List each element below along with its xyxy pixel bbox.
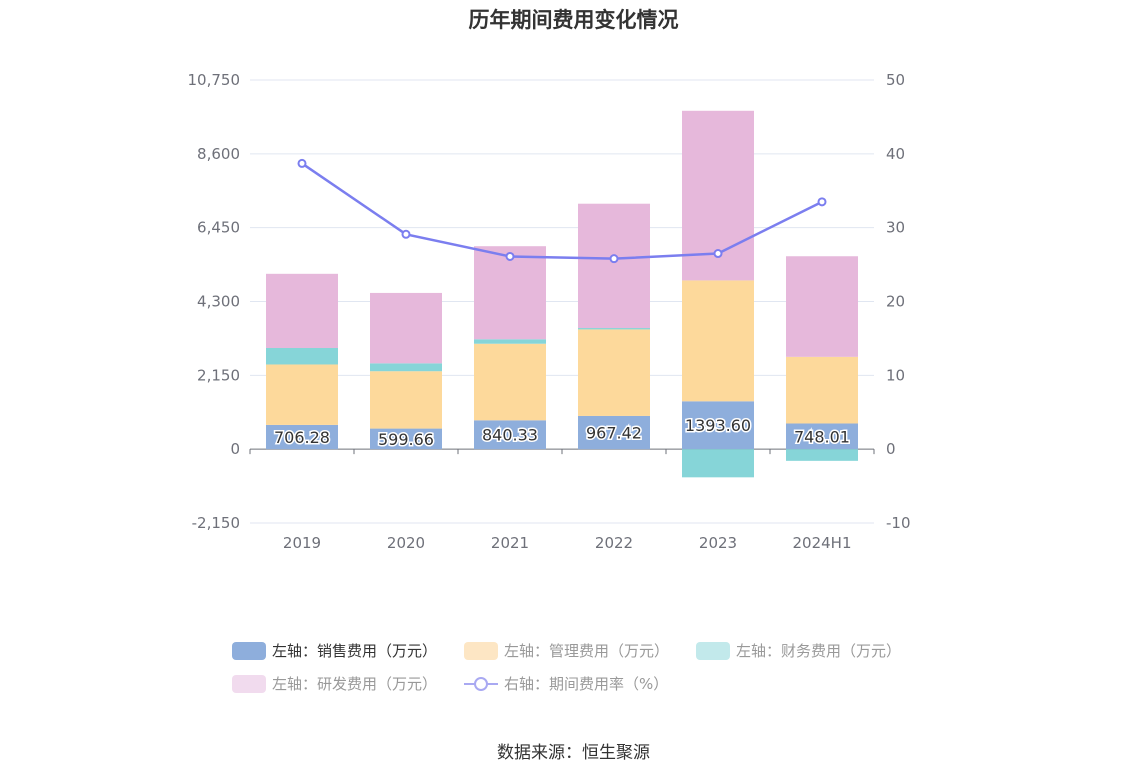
bar-segment — [370, 428, 442, 450]
sales-data-label: 1393.60 — [685, 416, 751, 435]
legend-label-expense-rate: 右轴：期间费用率（%） — [504, 675, 669, 693]
legend-label-sales: 左轴：销售费用（万元） — [272, 642, 438, 660]
bar-segment — [266, 347, 338, 365]
expense-rate-point — [401, 229, 411, 239]
legend-item-sales[interactable]: 左轴：销售费用（万元） — [232, 640, 437, 661]
x-axis-tick-label: 2019 — [283, 534, 321, 552]
right-axis-tick-label: 50 — [886, 71, 905, 89]
legend-label-finance: 左轴：财务费用（万元） — [736, 642, 902, 660]
legend-swatch-expense-rate — [464, 675, 498, 693]
x-axis-tick-label: 2021 — [491, 534, 529, 552]
x-axis-tick-label: 2023 — [699, 534, 737, 552]
sales-data-label: 748.01 — [794, 427, 850, 446]
x-axis-tick-label: 2024H1 — [793, 534, 852, 552]
data-source: 数据来源：恒生聚源 — [497, 743, 650, 763]
sales-data-label: 706.28 — [274, 428, 330, 447]
legend-item-rnd[interactable]: 左轴：研发费用（万元） — [232, 673, 437, 694]
bar-segment — [266, 273, 338, 348]
left-axis-tick-label: 4,300 — [197, 293, 240, 311]
bar-segment — [370, 292, 442, 364]
legend-item-expense-rate[interactable]: 右轴：期间费用率（%） — [464, 673, 668, 694]
left-axis-tick-label: -2,150 — [192, 514, 240, 532]
bar-segment — [786, 423, 858, 450]
bar-segment — [266, 364, 338, 425]
bar-segment — [474, 339, 546, 344]
bar-segment — [578, 203, 650, 329]
legend-item-finance[interactable]: 左轴：财务费用（万元） — [696, 640, 901, 661]
bar-segment — [786, 256, 858, 357]
bar-segment — [474, 343, 546, 421]
expense-rate-point — [505, 251, 515, 261]
bar-segment — [370, 371, 442, 429]
x-axis-tick-label: 2022 — [595, 534, 633, 552]
bar-segment — [682, 401, 754, 450]
expense-rate-point — [817, 197, 827, 207]
bar-segment — [578, 328, 650, 330]
expense-rate-point — [297, 158, 307, 168]
left-axis-tick-label: 6,450 — [197, 219, 240, 237]
right-axis-tick-label: 10 — [886, 366, 905, 384]
right-axis-tick-label: 0 — [886, 440, 896, 458]
legend-swatch-rnd — [232, 674, 266, 693]
sales-data-label: 840.33 — [482, 426, 538, 445]
bar-segment — [786, 356, 858, 424]
expense-rate-point — [713, 249, 723, 259]
right-axis-tick-label: -10 — [886, 514, 911, 532]
right-axis-tick-label: 30 — [886, 219, 905, 237]
left-axis-tick-label: 2,150 — [197, 366, 240, 384]
right-axis-tick-label: 40 — [886, 145, 905, 163]
sales-data-label: 599.66 — [378, 430, 434, 449]
right-axis-tick-label: 20 — [886, 293, 905, 311]
legend-label-rnd: 左轴：研发费用（万元） — [272, 675, 438, 693]
bar-segment — [578, 415, 650, 450]
left-axis-tick-label: 0 — [230, 440, 240, 458]
legend-label-admin: 左轴：管理费用（万元） — [504, 642, 670, 660]
bar-segment — [266, 424, 338, 450]
bar-segment — [578, 329, 650, 416]
bar-segment — [370, 363, 442, 372]
legend-swatch-admin — [464, 641, 498, 660]
expense-rate-line — [301, 162, 823, 260]
bar-segment — [682, 280, 754, 402]
bar-segment — [474, 246, 546, 340]
left-axis-tick-label: 8,600 — [197, 145, 240, 163]
left-axis-tick-label: 10,750 — [188, 71, 241, 89]
bar-segment — [682, 449, 754, 478]
legend-item-admin[interactable]: 左轴：管理费用（万元） — [464, 640, 669, 661]
x-axis-tick-label: 2020 — [387, 534, 425, 552]
legend-swatch-sales — [232, 641, 266, 660]
expense-rate-point — [609, 254, 619, 264]
bar-segment — [474, 420, 546, 450]
bar-segment — [786, 449, 858, 461]
chart-title: 历年期间费用变化情况 — [468, 8, 679, 32]
legend-swatch-finance — [696, 641, 730, 660]
sales-data-label: 967.42 — [586, 424, 642, 443]
